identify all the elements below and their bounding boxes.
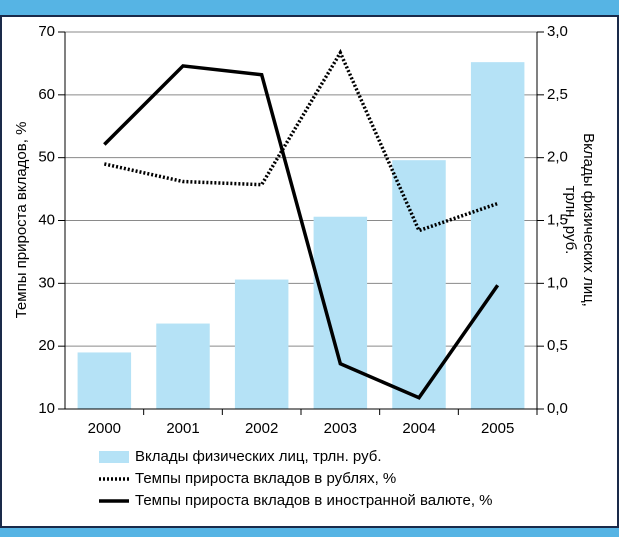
y2-tick-label: 3,0 xyxy=(547,23,568,40)
x-tick-label: 2003 xyxy=(324,420,357,437)
y-tick-label: 50 xyxy=(38,149,55,166)
bar xyxy=(234,279,289,409)
y-tick-label: 40 xyxy=(38,211,55,228)
y2-tick-label: 1,5 xyxy=(547,211,568,228)
line xyxy=(103,48,499,233)
legend-swatch xyxy=(99,451,129,463)
top-band xyxy=(0,0,619,16)
x-tick-label: 2004 xyxy=(402,420,435,437)
legend-label: Темпы прироста вкладов в иностранной вал… xyxy=(135,492,493,509)
bar xyxy=(392,160,446,409)
legend-label: Темпы прироста вкладов в рублях, % xyxy=(135,470,396,487)
y-tick-label: 70 xyxy=(38,23,55,40)
y-axis-label: Темпы прироста вкладов, % xyxy=(13,122,30,319)
y2-axis-label: трлн. руб. xyxy=(562,186,579,255)
bar xyxy=(313,216,368,409)
bottom-band xyxy=(0,527,619,537)
line xyxy=(103,64,500,400)
bar xyxy=(470,62,525,409)
bar xyxy=(156,323,210,409)
bar xyxy=(77,352,132,409)
y-tick-label: 30 xyxy=(38,274,55,291)
y2-tick-label: 2,5 xyxy=(547,86,568,103)
y2-tick-label: 0,5 xyxy=(547,337,568,354)
x-tick-label: 2000 xyxy=(88,420,121,437)
legend-label: Вклады физических лиц, трлн. руб. xyxy=(135,448,382,465)
x-tick-label: 2005 xyxy=(481,420,514,437)
y-tick-label: 10 xyxy=(38,400,55,417)
y2-tick-label: 2,0 xyxy=(547,149,568,166)
y2-tick-label: 0,0 xyxy=(547,400,568,417)
x-tick-label: 2001 xyxy=(166,420,199,437)
x-tick-label: 2002 xyxy=(245,420,278,437)
y-tick-label: 20 xyxy=(38,337,55,354)
y2-tick-label: 1,0 xyxy=(547,274,568,291)
y-tick-label: 60 xyxy=(38,86,55,103)
y2-axis-label: Вклады физических лиц, xyxy=(580,133,597,307)
